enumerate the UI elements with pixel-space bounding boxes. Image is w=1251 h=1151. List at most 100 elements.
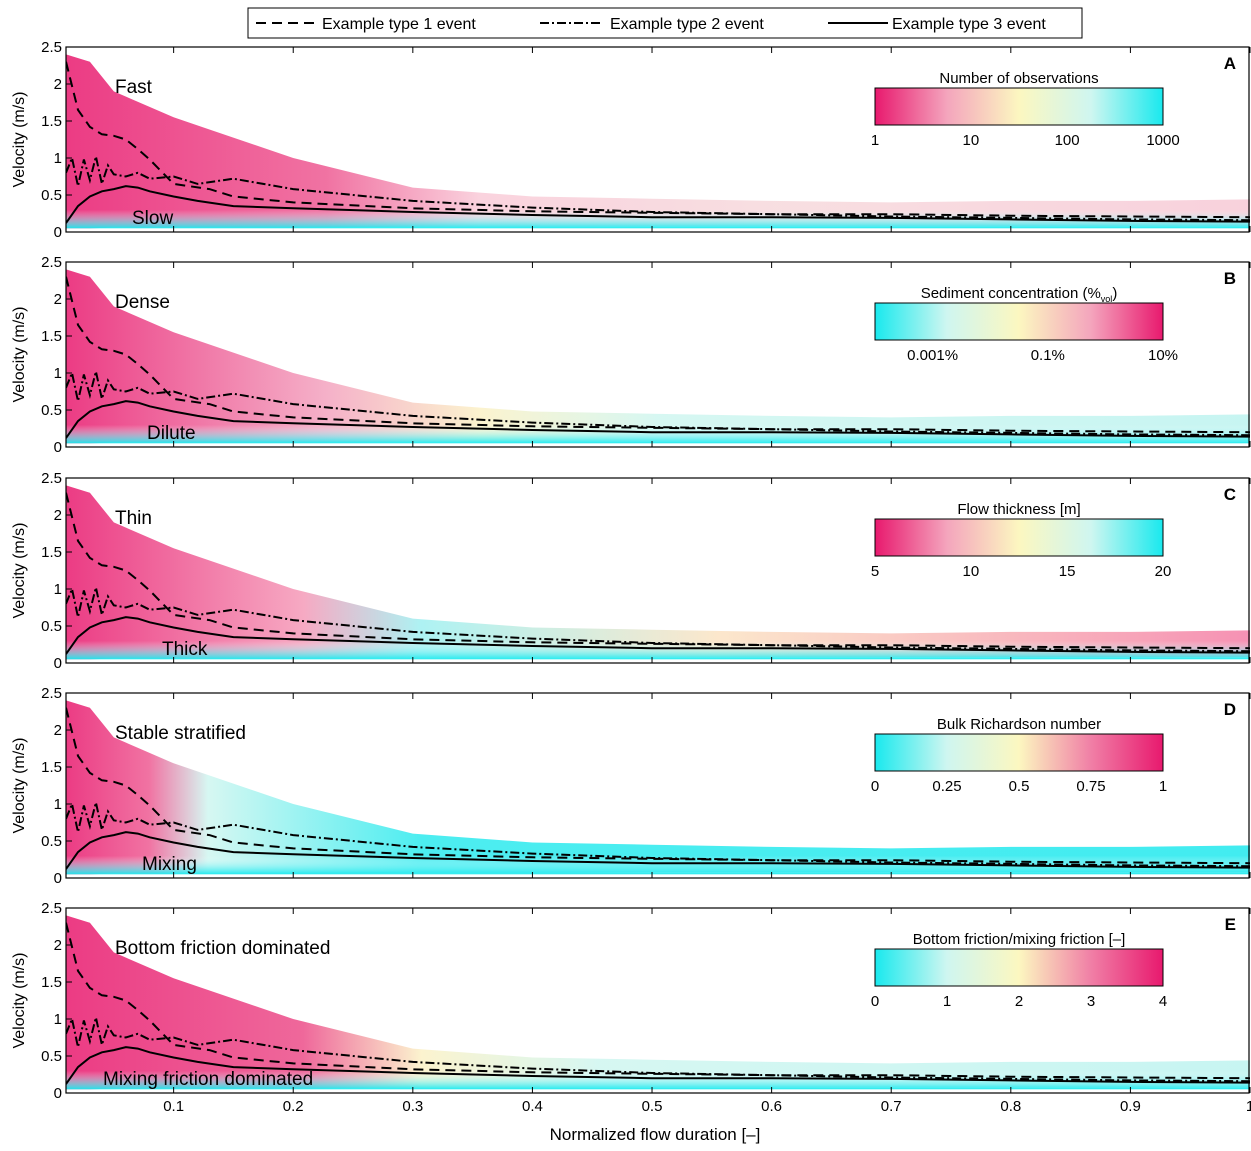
panel-letter: C bbox=[1224, 485, 1236, 504]
panel-c: 0 0.5 1 1.5 2 2.5 Velocity (m/s) C Thin Thick Flow… bbox=[11, 470, 1251, 672]
x-tick-label: 0.4 bbox=[522, 1098, 543, 1115]
density-cloud bbox=[66, 700, 1250, 875]
annotation-top: Fast bbox=[115, 77, 153, 98]
colorbar bbox=[874, 302, 1164, 341]
y-tick-label: 0 bbox=[54, 1085, 62, 1102]
annotation-top: Stable stratified bbox=[115, 723, 246, 744]
colorbar-tick-label: 3 bbox=[1087, 993, 1095, 1010]
event-line-type1 bbox=[66, 922, 1250, 1080]
annotation-top: Dense bbox=[115, 292, 170, 313]
y-tick-label: 0 bbox=[54, 439, 62, 456]
colorbar-tick-label: 10% bbox=[1148, 347, 1178, 364]
x-tick-label: 0.9 bbox=[1120, 1098, 1141, 1115]
y-tick-label: 2 bbox=[54, 76, 62, 93]
annotation-bottom: Dilute bbox=[147, 423, 196, 444]
colorbar-tick-label: 0.001% bbox=[907, 347, 958, 364]
colorbar-tick-label: 4 bbox=[1159, 993, 1167, 1010]
y-tick-label: 2 bbox=[54, 291, 62, 308]
x-tick-label: 0.5 bbox=[642, 1098, 663, 1115]
low-velocity-band bbox=[66, 1070, 1250, 1090]
y-axis-label: Velocity (m/s) bbox=[11, 737, 28, 833]
colorbar-tick-label: 15 bbox=[1059, 563, 1076, 580]
annotation-bottom: Slow bbox=[132, 208, 173, 229]
colorbar-tick-label: 0.5 bbox=[1009, 778, 1030, 795]
colorbar-tick-label: 100 bbox=[1055, 132, 1080, 149]
y-tick-label: 1.5 bbox=[41, 974, 62, 991]
axes-frame bbox=[65, 477, 1250, 664]
y-axis-label: Velocity (m/s) bbox=[11, 306, 28, 402]
y-tick-label: 1 bbox=[54, 150, 62, 167]
colorbar-tick-label: 1000 bbox=[1146, 132, 1179, 149]
axes-frame bbox=[65, 692, 1250, 879]
density-cloud bbox=[66, 54, 1250, 229]
y-tick-label: 0.5 bbox=[41, 402, 62, 419]
colorbar-tick-label: 5 bbox=[871, 563, 879, 580]
annotation-bottom: Mixing bbox=[142, 854, 197, 875]
y-tick-label: 0.5 bbox=[41, 833, 62, 850]
colorbar-title: Number of observations bbox=[939, 70, 1098, 87]
colorbar-tick-label: 1 bbox=[1159, 778, 1167, 795]
colorbar-tick-label: 10 bbox=[963, 563, 980, 580]
y-axis-label: Velocity (m/s) bbox=[11, 91, 28, 187]
x-tick-label: 0.8 bbox=[1000, 1098, 1021, 1115]
legend-label-type2: Example type 2 event bbox=[610, 16, 764, 33]
colorbar-tick-label: 2 bbox=[1015, 993, 1023, 1010]
event-line-type3 bbox=[66, 616, 1250, 655]
event-line-type3 bbox=[66, 185, 1250, 224]
colorbar-tick-label: 0.1% bbox=[1031, 347, 1065, 364]
colorbar bbox=[874, 733, 1164, 772]
y-tick-label: 0.5 bbox=[41, 618, 62, 635]
event-line-type1 bbox=[66, 61, 1250, 219]
y-tick-label: 2.5 bbox=[41, 39, 62, 56]
colorbar-tick-label: 0.75 bbox=[1076, 778, 1105, 795]
colorbar bbox=[874, 948, 1164, 987]
y-tick-label: 2 bbox=[54, 507, 62, 524]
event-line-type2 bbox=[66, 369, 1250, 437]
event-line-type3 bbox=[66, 1046, 1250, 1085]
colorbar bbox=[874, 518, 1164, 557]
event-line-type1 bbox=[66, 276, 1250, 434]
annotation-top: Thin bbox=[115, 508, 152, 529]
panel-letter: E bbox=[1225, 915, 1236, 934]
axes-frame bbox=[65, 261, 1250, 448]
y-tick-label: 1 bbox=[54, 365, 62, 382]
density-cloud bbox=[66, 915, 1250, 1090]
x-tick-label: 0.7 bbox=[881, 1098, 902, 1115]
y-tick-label: 1.5 bbox=[41, 328, 62, 345]
y-tick-label: 2.5 bbox=[41, 254, 62, 271]
colorbar-title: Bulk Richardson number bbox=[937, 716, 1101, 733]
colorbar-title: Flow thickness [m] bbox=[957, 501, 1080, 518]
panel-a: 0 0.5 1 1.5 2 2.5 Velocity (m/s) A Fast Slow Numbe… bbox=[11, 39, 1251, 241]
low-velocity-band bbox=[66, 640, 1250, 660]
legend-label-type1: Example type 1 event bbox=[322, 16, 476, 33]
y-tick-label: 2.5 bbox=[41, 685, 62, 702]
x-tick-label: 0.2 bbox=[283, 1098, 304, 1115]
y-axis-label: Velocity (m/s) bbox=[11, 952, 28, 1048]
y-tick-label: 1 bbox=[54, 1011, 62, 1028]
x-axis-label: Normalized flow duration [–] bbox=[550, 1125, 761, 1144]
colorbar-tick-label: 1 bbox=[871, 132, 879, 149]
colorbar-tick-label: 20 bbox=[1155, 563, 1172, 580]
y-tick-label: 1 bbox=[54, 581, 62, 598]
colorbar bbox=[874, 87, 1164, 126]
colorbar-tick-label: 0.25 bbox=[932, 778, 961, 795]
y-tick-label: 0 bbox=[54, 870, 62, 887]
colorbar-title: Sediment concentration (%vol) bbox=[921, 285, 1118, 304]
y-tick-label: 1.5 bbox=[41, 544, 62, 561]
event-line-type1 bbox=[66, 492, 1250, 650]
panel-letter: A bbox=[1224, 54, 1236, 73]
y-tick-label: 0 bbox=[54, 224, 62, 241]
event-line-type1 bbox=[66, 707, 1250, 865]
panel-b: 0 0.5 1 1.5 2 2.5 Velocity (m/s) B Dense Dilute Se… bbox=[11, 254, 1251, 456]
panel-letter: B bbox=[1224, 269, 1236, 288]
y-tick-label: 1 bbox=[54, 796, 62, 813]
annotation-bottom: Thick bbox=[162, 639, 208, 660]
legend-frame bbox=[247, 7, 1083, 39]
panel-d: 0 0.5 1 1.5 2 2.5 Velocity (m/s) D Stable strati… bbox=[11, 685, 1251, 887]
y-tick-label: 2.5 bbox=[41, 900, 62, 917]
density-cloud bbox=[66, 485, 1250, 660]
y-tick-label: 1.5 bbox=[41, 759, 62, 776]
event-line-type3 bbox=[66, 400, 1250, 439]
event-line-type2 bbox=[66, 1015, 1250, 1083]
